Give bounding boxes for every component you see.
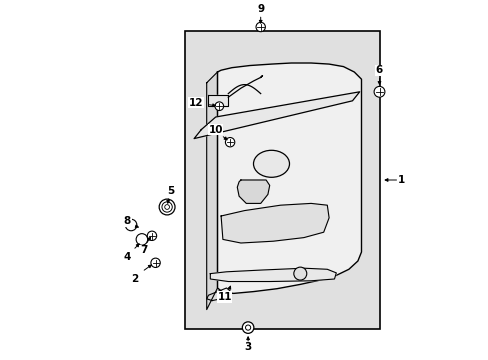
Text: 3: 3 bbox=[244, 342, 251, 352]
Circle shape bbox=[215, 102, 223, 111]
Circle shape bbox=[225, 138, 234, 147]
Polygon shape bbox=[208, 95, 228, 106]
Text: 9: 9 bbox=[257, 4, 264, 14]
Text: 7: 7 bbox=[140, 245, 147, 255]
Bar bbox=[185, 31, 379, 329]
Polygon shape bbox=[210, 268, 336, 282]
Text: 5: 5 bbox=[167, 186, 174, 196]
Ellipse shape bbox=[253, 150, 289, 177]
Polygon shape bbox=[194, 92, 359, 139]
Circle shape bbox=[159, 199, 175, 215]
Polygon shape bbox=[237, 180, 269, 203]
Polygon shape bbox=[217, 63, 361, 293]
Text: 11: 11 bbox=[217, 292, 231, 302]
Circle shape bbox=[125, 219, 137, 231]
Circle shape bbox=[245, 325, 250, 330]
Text: 2: 2 bbox=[131, 274, 138, 284]
Circle shape bbox=[147, 231, 156, 240]
Text: 8: 8 bbox=[123, 216, 131, 226]
Polygon shape bbox=[206, 72, 217, 310]
Text: 6: 6 bbox=[375, 65, 382, 75]
Circle shape bbox=[242, 322, 253, 333]
Text: 4: 4 bbox=[123, 252, 131, 262]
Circle shape bbox=[293, 267, 306, 280]
Circle shape bbox=[151, 258, 160, 267]
Circle shape bbox=[373, 86, 384, 97]
Circle shape bbox=[164, 204, 169, 210]
Circle shape bbox=[162, 202, 172, 212]
Text: 1: 1 bbox=[397, 175, 404, 185]
Text: 10: 10 bbox=[208, 125, 223, 135]
Circle shape bbox=[136, 234, 147, 245]
Polygon shape bbox=[221, 203, 328, 243]
Text: 12: 12 bbox=[188, 98, 203, 108]
Circle shape bbox=[256, 22, 265, 32]
